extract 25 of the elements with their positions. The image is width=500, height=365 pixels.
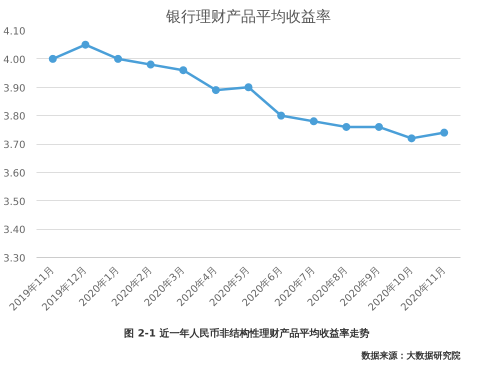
y-tick-label: 3.30 <box>3 254 26 264</box>
point <box>179 66 188 74</box>
point <box>114 54 122 63</box>
y-tick-label: 3.70 <box>3 140 26 151</box>
point <box>342 122 350 131</box>
point <box>277 112 286 120</box>
point <box>146 60 155 69</box>
point <box>48 54 57 63</box>
y-tick-label: 3.60 <box>3 168 26 180</box>
y-tick-label: 3.50 <box>3 196 26 208</box>
chart-title: 银行理财产品平均收益率 <box>165 8 331 26</box>
point <box>212 86 220 94</box>
point <box>440 128 448 137</box>
y-tick-label: 4.00 <box>3 54 26 66</box>
y-tick-label: 3.80 <box>3 112 26 123</box>
point <box>408 134 416 142</box>
point <box>374 122 383 131</box>
y-tick-label: 4.10 <box>3 26 26 38</box>
y-tick-label: 3.40 <box>3 225 26 236</box>
y-tick-label: 3.90 <box>3 83 26 94</box>
point <box>81 40 90 49</box>
caption: 图 2-1 近一年人民币非结构性理财产品平均收益率走势 <box>124 328 370 340</box>
point <box>244 83 252 92</box>
source-note: 数据来源：大数据研究院 <box>360 350 460 362</box>
point <box>310 117 318 126</box>
